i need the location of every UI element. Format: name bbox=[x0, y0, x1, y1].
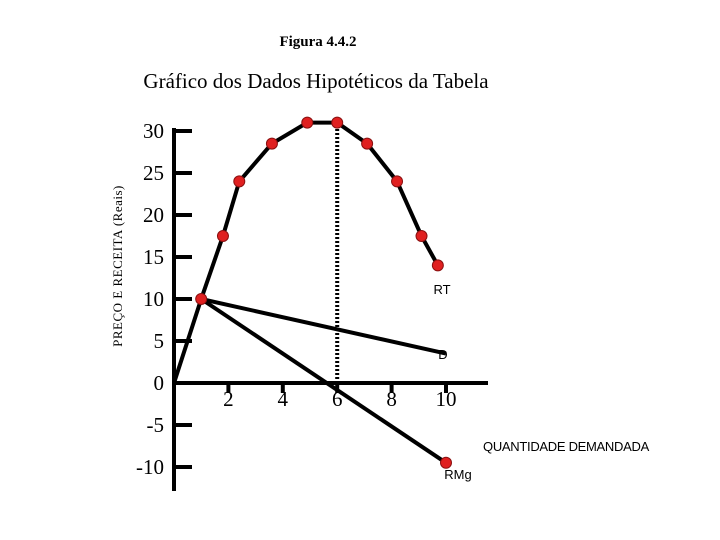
x-tick-label: 6 bbox=[332, 387, 343, 411]
y-tick-label: -5 bbox=[147, 413, 165, 437]
y-tick-label: 15 bbox=[143, 245, 164, 269]
data-point-rt bbox=[195, 293, 208, 305]
series-line-d bbox=[200, 297, 447, 356]
data-point-rmg bbox=[440, 456, 452, 469]
y-tick-label: 0 bbox=[154, 371, 165, 395]
data-point-rt bbox=[361, 137, 374, 150]
x-tick-label: 4 bbox=[278, 387, 289, 411]
series-label-rt: RT bbox=[433, 282, 450, 297]
x-tick-label: 10 bbox=[436, 387, 457, 411]
y-tick-label: 20 bbox=[143, 203, 164, 227]
y-tick-label: 10 bbox=[143, 287, 164, 311]
x-tick-label: 8 bbox=[386, 387, 397, 411]
x-axis-label: QUANTIDADE DEMANDADA bbox=[483, 439, 650, 454]
chart-title: Gráfico dos Dados Hipotéticos da Tabela bbox=[143, 69, 489, 93]
data-point-rt bbox=[391, 175, 404, 188]
data-point-rt bbox=[431, 259, 444, 272]
y-tick-label: 5 bbox=[154, 329, 165, 353]
y-tick-label: 25 bbox=[143, 161, 164, 185]
series-label-d: D bbox=[438, 347, 447, 362]
data-point-rt bbox=[216, 230, 229, 242]
data-point-rt bbox=[233, 175, 246, 188]
series-label-rmg: RMg bbox=[444, 467, 471, 482]
y-tick-label: 30 bbox=[143, 119, 164, 143]
series-line-rmg bbox=[200, 297, 448, 465]
figure-label: Figura 4.4.2 bbox=[279, 34, 356, 50]
data-point-rt bbox=[415, 230, 428, 242]
data-point-rt bbox=[331, 116, 344, 129]
y-tick-label: -10 bbox=[136, 455, 164, 479]
y-axis-label: PREÇO E RECEITA (Reais) bbox=[110, 185, 125, 347]
data-point-rt bbox=[265, 137, 278, 150]
data-point-rt bbox=[301, 116, 314, 129]
x-tick-label: 2 bbox=[223, 387, 234, 411]
